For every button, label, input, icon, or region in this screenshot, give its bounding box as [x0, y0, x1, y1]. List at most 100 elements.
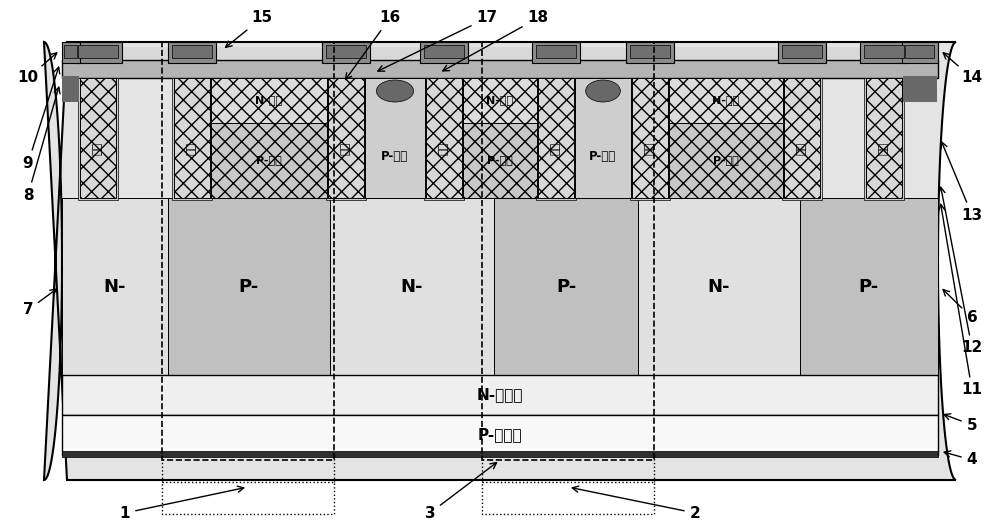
Bar — [328, 78, 364, 198]
Text: N-: N- — [401, 278, 423, 295]
Bar — [626, 42, 674, 63]
Bar — [326, 45, 366, 58]
Bar — [630, 45, 670, 58]
Bar — [172, 78, 212, 200]
Bar — [62, 47, 938, 60]
Text: 17: 17 — [378, 10, 498, 71]
Bar — [902, 42, 938, 63]
Bar — [463, 123, 537, 198]
Bar — [864, 78, 904, 200]
Text: 12: 12 — [939, 187, 983, 356]
Bar — [211, 123, 327, 198]
Text: P-: P- — [556, 278, 576, 295]
Text: N-多晶: N-多晶 — [712, 96, 740, 106]
Bar — [322, 42, 370, 63]
Text: 栅极: 栅极 — [187, 141, 197, 155]
Text: P-: P- — [239, 278, 259, 295]
Text: 6: 6 — [943, 290, 977, 325]
Text: N-缓存层: N-缓存层 — [477, 388, 523, 403]
Text: 14: 14 — [943, 53, 983, 85]
Bar — [80, 78, 116, 198]
Bar — [669, 78, 783, 123]
Bar — [536, 45, 576, 58]
Text: 栅极: 栅极 — [341, 141, 351, 155]
Text: P-: P- — [859, 278, 879, 295]
Bar — [632, 78, 668, 198]
Text: 栅极: 栅极 — [797, 141, 807, 155]
Ellipse shape — [376, 80, 414, 102]
Text: P-多晶: P-多晶 — [487, 155, 513, 165]
Text: 15: 15 — [226, 10, 273, 47]
Bar — [424, 78, 464, 200]
Text: P-基区: P-基区 — [381, 150, 409, 163]
Text: 栅极: 栅极 — [93, 141, 103, 155]
Bar — [638, 198, 800, 375]
Bar — [536, 78, 576, 200]
Bar — [903, 76, 937, 102]
Bar — [864, 45, 904, 58]
Bar — [860, 42, 908, 63]
Text: 1: 1 — [120, 486, 244, 520]
Bar — [330, 198, 494, 375]
Text: 13: 13 — [941, 142, 983, 222]
Bar — [62, 415, 938, 455]
Bar — [162, 482, 334, 514]
Bar — [866, 78, 902, 198]
Bar — [782, 78, 822, 200]
Text: 栅极: 栅极 — [551, 141, 561, 155]
Bar — [162, 42, 334, 460]
Bar — [174, 78, 210, 198]
Text: 栅极: 栅极 — [645, 141, 655, 155]
Bar — [669, 123, 783, 198]
Text: P-基区: P-基区 — [589, 150, 617, 163]
Text: 栅极: 栅极 — [879, 141, 889, 155]
Bar — [62, 60, 938, 78]
Text: 5: 5 — [944, 414, 977, 433]
Bar — [424, 45, 464, 58]
Bar — [426, 78, 462, 198]
Text: P-多晶: P-多晶 — [256, 155, 282, 165]
Bar — [74, 42, 122, 63]
Bar — [420, 42, 468, 63]
Bar — [78, 78, 118, 200]
Bar — [782, 45, 822, 58]
Bar — [326, 78, 366, 200]
Bar — [62, 76, 79, 102]
Bar — [78, 45, 118, 58]
Bar — [800, 198, 938, 375]
Bar — [365, 78, 425, 198]
Text: P-多晶: P-多晶 — [713, 155, 739, 165]
Text: N-: N- — [708, 278, 730, 295]
Bar — [494, 198, 638, 375]
Text: P-集电极: P-集电极 — [478, 427, 522, 442]
Bar — [62, 42, 80, 63]
Text: 8: 8 — [23, 87, 60, 202]
Text: 7: 7 — [23, 289, 57, 317]
Text: 10: 10 — [17, 53, 57, 85]
Bar — [211, 78, 327, 123]
Text: 18: 18 — [443, 10, 549, 71]
Bar — [62, 375, 938, 415]
Bar — [575, 78, 631, 198]
Bar — [62, 451, 938, 457]
Bar — [168, 198, 330, 375]
Ellipse shape — [586, 80, 620, 102]
Bar — [905, 45, 934, 58]
Text: N-: N- — [104, 278, 126, 295]
Bar — [172, 45, 212, 58]
Bar — [64, 45, 77, 58]
Bar — [538, 78, 574, 198]
Text: 栅极: 栅极 — [439, 141, 449, 155]
Text: 11: 11 — [939, 204, 982, 397]
Bar — [463, 78, 537, 123]
Bar — [532, 42, 580, 63]
Bar — [778, 42, 826, 63]
Bar — [630, 78, 670, 200]
Bar — [168, 42, 216, 63]
Text: N-多晶: N-多晶 — [255, 96, 283, 106]
Text: N-多晶: N-多晶 — [486, 96, 514, 106]
Text: 9: 9 — [23, 67, 60, 170]
Bar — [784, 78, 820, 198]
Text: 2: 2 — [572, 486, 700, 520]
Text: 4: 4 — [944, 451, 977, 468]
